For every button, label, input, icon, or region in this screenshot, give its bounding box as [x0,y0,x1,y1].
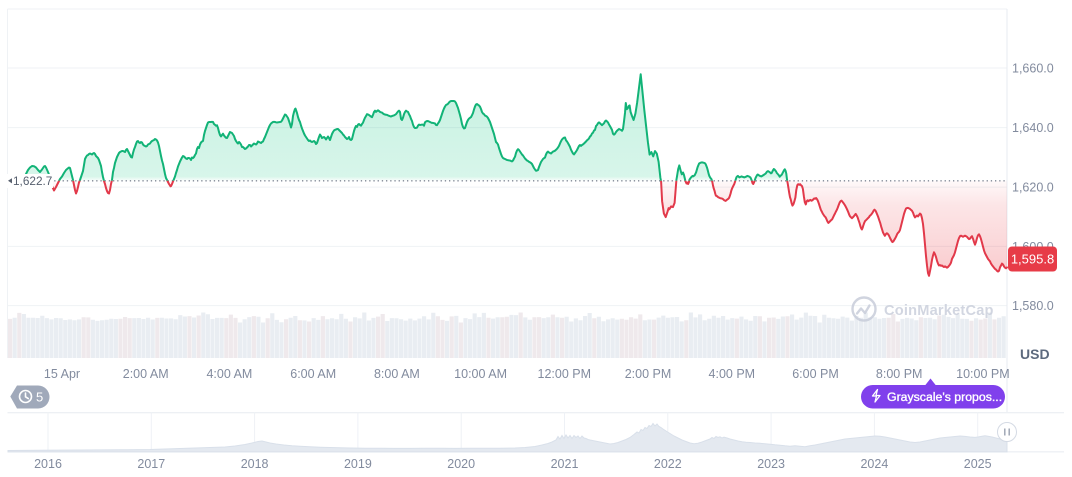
svg-text:2017: 2017 [137,457,165,471]
svg-text:8:00 AM: 8:00 AM [374,367,420,381]
svg-text:6:00 PM: 6:00 PM [792,367,839,381]
svg-text:6:00 AM: 6:00 AM [290,367,336,381]
svg-text:2018: 2018 [241,457,269,471]
svg-text:4:00 AM: 4:00 AM [206,367,252,381]
svg-text:15 Apr: 15 Apr [44,367,80,381]
svg-text:5: 5 [36,390,43,405]
svg-text:1,622.7: 1,622.7 [13,174,52,188]
svg-text:1,580.0: 1,580.0 [1012,299,1054,313]
svg-text:2016: 2016 [34,457,62,471]
svg-text:4:00 PM: 4:00 PM [709,367,756,381]
svg-text:1,620.0: 1,620.0 [1012,181,1054,195]
svg-text:CoinMarketCap: CoinMarketCap [884,303,994,319]
svg-text:12:00 PM: 12:00 PM [538,367,592,381]
svg-text:8:00 PM: 8:00 PM [876,367,923,381]
svg-text:2:00 PM: 2:00 PM [625,367,672,381]
svg-text:2024: 2024 [860,457,888,471]
svg-text:2022: 2022 [654,457,682,471]
svg-text:2025: 2025 [964,457,992,471]
svg-text:2019: 2019 [344,457,372,471]
svg-text:Grayscale's propos...: Grayscale's propos... [887,390,1002,404]
svg-text:2021: 2021 [551,457,579,471]
svg-text:10:00 PM: 10:00 PM [956,367,1010,381]
svg-text:USD: USD [1020,346,1050,362]
svg-text:1,660.0: 1,660.0 [1012,62,1054,76]
svg-text:1,595.8: 1,595.8 [1011,252,1054,267]
svg-text:2023: 2023 [757,457,785,471]
svg-text:10:00 AM: 10:00 AM [454,367,507,381]
svg-text:1,640.0: 1,640.0 [1012,121,1054,135]
svg-text:2:00 AM: 2:00 AM [123,367,169,381]
svg-text:2020: 2020 [447,457,475,471]
